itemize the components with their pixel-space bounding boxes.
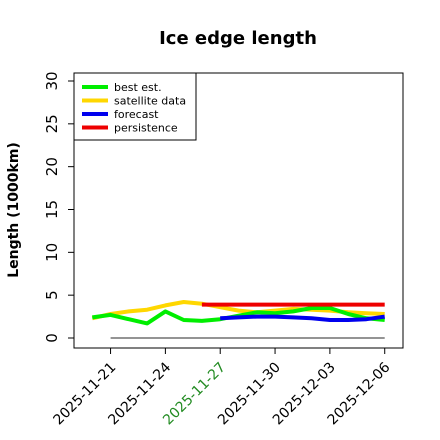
y-tick-label: 20 [43,157,61,176]
y-tick-label: 25 [43,114,61,133]
y-tick-label: 10 [43,243,61,262]
legend-label: satellite data [114,95,186,108]
y-tick-label: 5 [43,290,61,300]
series-line-forecast [220,314,385,322]
plot-frame [73,72,404,349]
y-axis-label: Length (1000km) [6,142,22,278]
legend: best est.satellite dataforecastpersisten… [73,72,197,141]
y-axis-ticks: 0 5 10 15 20 25 30 [43,71,74,343]
chart-title: Ice edge length [159,28,317,49]
legend-label: persistence [114,122,178,135]
x-axis-ticks: 2025-11-212025-11-242025-11-272025-11-30… [51,348,394,428]
legend-label: forecast [114,108,159,121]
series-lines [91,300,385,339]
y-tick-label: 15 [43,200,61,219]
y-tick-label: 30 [43,71,61,90]
y-tick-label: 0 [43,333,61,343]
legend-label: best est. [114,81,162,94]
